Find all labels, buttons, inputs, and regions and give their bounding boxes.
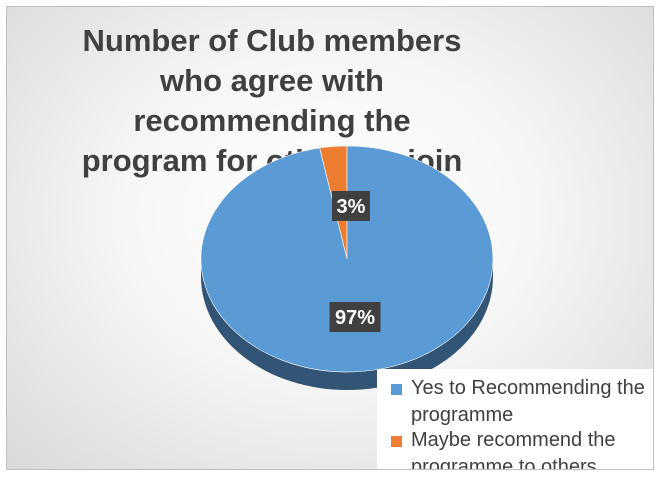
chart-area: Number of Club members who agree with re… [6,6,654,470]
data-label-maybe-text: 3% [337,196,366,218]
legend-label-maybe: Maybe recommend the programme to others [411,429,616,470]
data-label-yes-text: 97% [335,307,375,329]
data-label-maybe-box [332,191,370,221]
legend-swatch-yes [391,384,402,395]
data-label-yes: 97% [329,302,381,332]
legend-swatch-maybe [391,436,402,447]
data-label-maybe: 3% [332,191,370,221]
pie-chart: 97% 3% [200,145,494,390]
pie-slices [200,145,494,373]
pie-slice-yes [200,145,494,373]
data-label-yes-box [329,302,381,332]
legend-label-yes: Yes to Recommending the programme [411,377,645,426]
chart-legend: Yes to Recommending the programme Maybe … [377,369,653,470]
pie-depth-band [201,259,493,390]
pie-depth [201,259,493,390]
pie-data-labels: 97% 3% [329,191,381,332]
